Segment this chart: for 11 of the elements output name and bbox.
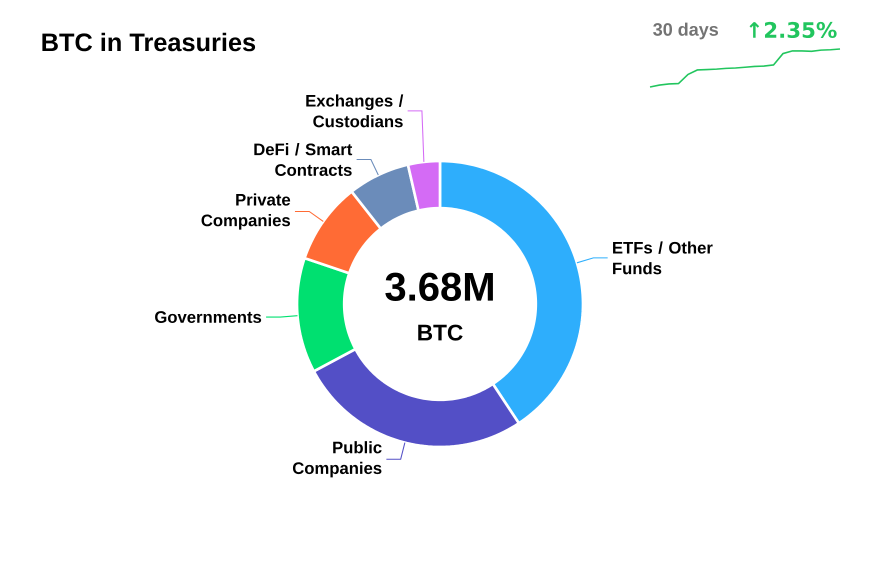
slice-label: Governments	[155, 311, 262, 323]
slice-label: ETFs / Other Funds	[613, 241, 713, 274]
slice-label: Public Companies	[292, 441, 382, 478]
slice-label: Exchanges / Custodians	[306, 94, 404, 128]
text: 3.68M	[385, 272, 493, 302]
text: BTC	[418, 324, 463, 341]
text: ↑2.35%	[750, 22, 837, 38]
slice-label: DeFi / Smart Contracts	[254, 143, 352, 176]
slice-label: Private Companies	[202, 193, 290, 230]
chart-title: BTC in Treasuries	[42, 32, 256, 52]
chart-title: 30 days	[653, 22, 718, 40]
